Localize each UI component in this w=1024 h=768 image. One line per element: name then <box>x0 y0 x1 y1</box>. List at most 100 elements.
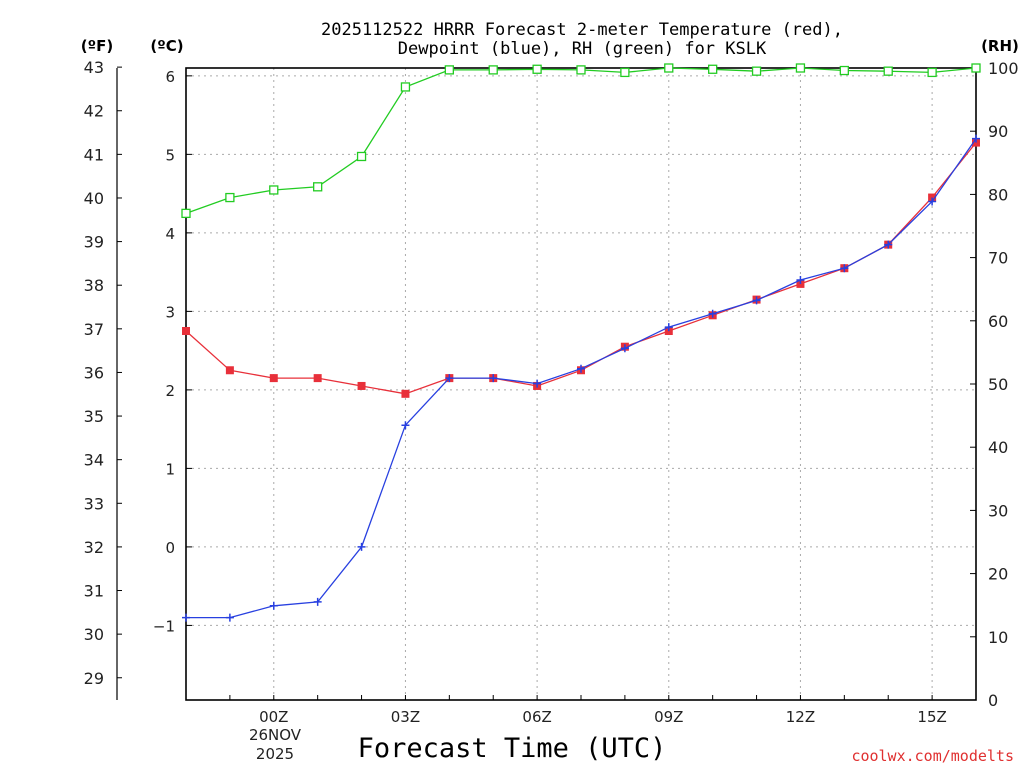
fahrenheit-tick-label: 38 <box>84 276 104 295</box>
rh-point <box>576 65 586 75</box>
dewpoint-point <box>620 344 629 353</box>
celsius-tick-label: 1 <box>165 460 175 478</box>
rh-tick-label: 60 <box>988 312 1008 331</box>
fahrenheit-tick-label: 37 <box>84 320 104 339</box>
fahrenheit-tick-label: 36 <box>84 363 104 382</box>
rh-point <box>795 63 806 73</box>
rh-tick-label: 40 <box>988 438 1008 457</box>
rh-tick-label: 90 <box>988 122 1008 141</box>
temperature-line <box>185 142 977 395</box>
rh-axis-unit: (RH) <box>981 37 1019 55</box>
rh-point <box>532 64 542 74</box>
fahrenheit-tick-label: 41 <box>84 145 104 164</box>
fahrenheit-tick-label: 35 <box>84 407 104 426</box>
series-layer <box>181 63 981 622</box>
celsius-tick-label: 0 <box>165 539 175 557</box>
fahrenheit-tick-label: 33 <box>84 494 104 513</box>
dewpoint-point <box>884 240 893 249</box>
plot-frame <box>185 67 977 701</box>
rh-tick-label: 10 <box>988 628 1008 647</box>
dewpoint-point <box>225 613 234 622</box>
dewpoint-point <box>840 264 849 273</box>
rh-tick-label: 0 <box>988 691 998 710</box>
fahrenheit-tick-label: 43 <box>84 58 104 77</box>
grid-layer <box>186 68 976 700</box>
fahrenheit-tick-label: 32 <box>84 538 104 557</box>
dewpoint-point <box>313 597 322 606</box>
x-tick-label: 00Z <box>259 708 288 726</box>
fahrenheit-tick-label: 42 <box>84 102 104 121</box>
rh-line <box>185 67 977 215</box>
rh-point <box>664 63 674 73</box>
rh-point <box>839 65 849 76</box>
dewpoint-point <box>972 134 980 143</box>
x-tick-label: 15Z <box>917 708 946 726</box>
rh-tick-label: 50 <box>988 375 1008 394</box>
rh-point <box>708 64 718 74</box>
x-tick-label: 12Z <box>786 708 815 726</box>
rh-tick-label: 20 <box>988 565 1008 584</box>
x-tick-label: 09Z <box>654 708 683 726</box>
fahrenheit-tick-label: 34 <box>84 451 104 470</box>
fahrenheit-tick-label: 30 <box>84 625 104 644</box>
temperature-point <box>182 327 190 336</box>
temperature-point <box>225 366 234 375</box>
chart-title-line-2: Dewpoint (blue), RH (green) for KSLK <box>398 39 767 59</box>
dewpoint-point <box>752 296 761 305</box>
celsius-axis-unit: (ºC) <box>150 37 183 55</box>
axes-layer: 293031323334353637383940414243−101234560… <box>84 58 1019 726</box>
rh-tick-label: 30 <box>988 501 1008 520</box>
credit-label: coolwx.com/modelts <box>851 747 1014 765</box>
temperature-point <box>401 389 410 398</box>
date-day-label: 26NOV <box>249 726 302 744</box>
chart-title-line-1: 2025112522 HRRR Forecast 2-meter Tempera… <box>321 20 843 40</box>
dewpoint-point <box>489 374 498 383</box>
dewpoint-point <box>796 275 805 284</box>
dewpoint-point <box>533 379 542 388</box>
rh-point <box>927 67 937 78</box>
rh-point <box>313 182 323 192</box>
rh-point <box>620 67 630 78</box>
dewpoint-point <box>928 197 937 206</box>
x-axis-label: Forecast Time (UTC) <box>358 733 667 764</box>
rh-point <box>444 65 454 75</box>
rh-point <box>751 66 762 76</box>
rh-point <box>488 65 498 75</box>
rh-tick-label: 70 <box>988 249 1008 268</box>
celsius-tick-label: 5 <box>165 146 175 164</box>
rh-point <box>971 63 981 73</box>
dewpoint-point <box>401 421 410 430</box>
rh-point <box>356 151 367 162</box>
dewpoint-point <box>445 374 454 383</box>
celsius-tick-label: 3 <box>165 303 175 321</box>
dewpoint-point <box>577 364 585 373</box>
celsius-tick-label: 6 <box>165 68 175 86</box>
temperature-point <box>313 374 322 383</box>
rh-point <box>883 66 893 76</box>
dewpoint-point <box>182 613 190 622</box>
rh-point <box>400 82 411 92</box>
x-tick-label: 06Z <box>522 708 551 726</box>
rh-tick-label: 100 <box>988 59 1019 78</box>
fahrenheit-tick-label: 39 <box>84 233 104 252</box>
celsius-tick-label: 4 <box>165 225 175 243</box>
rh-point <box>225 192 235 203</box>
dewpoint-point <box>664 323 673 332</box>
x-tick-label: 03Z <box>391 708 420 726</box>
dewpoint-point <box>357 542 366 551</box>
fahrenheit-tick-label: 31 <box>84 582 104 601</box>
celsius-tick-label: 2 <box>165 382 175 400</box>
date-year-label: 2025 <box>256 745 294 763</box>
rh-point <box>269 185 279 195</box>
fahrenheit-tick-label: 29 <box>84 669 104 688</box>
dewpoint-point <box>269 601 278 610</box>
temperature-point <box>269 374 278 383</box>
fahrenheit-axis-unit: (ºF) <box>81 37 113 55</box>
fahrenheit-tick-label: 40 <box>84 189 104 208</box>
rh-point <box>181 208 191 219</box>
rh-tick-label: 80 <box>988 185 1008 204</box>
celsius-tick-label: −1 <box>153 617 175 635</box>
temperature-point <box>357 381 366 390</box>
dewpoint-point <box>708 309 717 318</box>
